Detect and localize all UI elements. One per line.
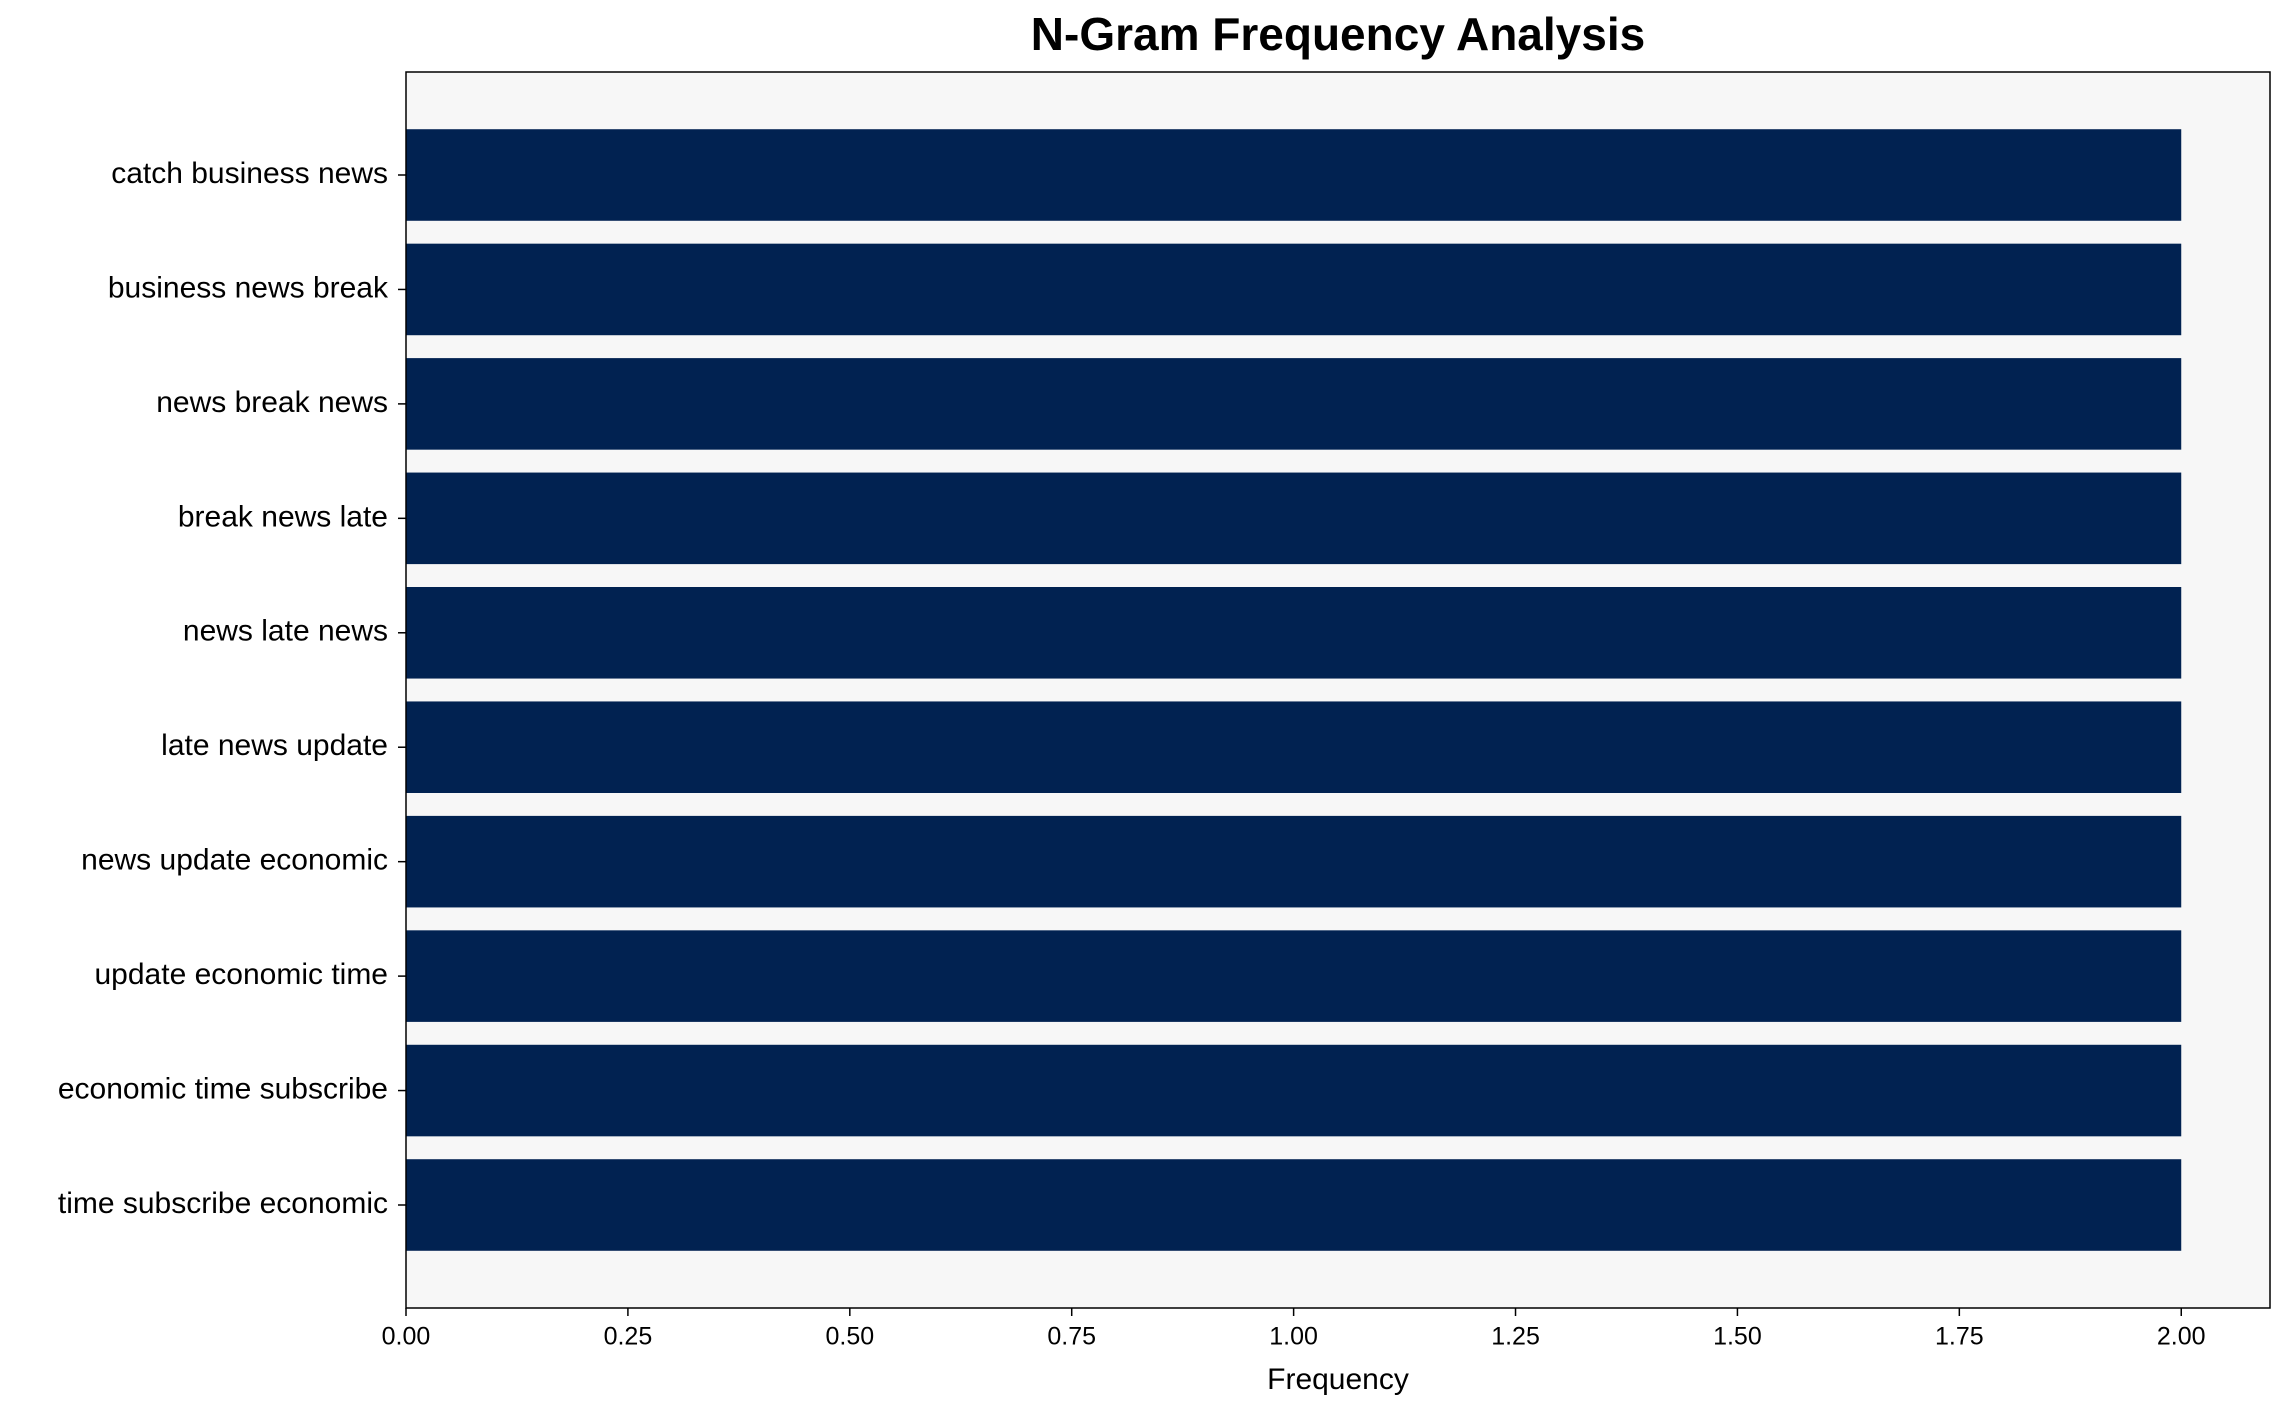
bar	[406, 243, 2182, 336]
bar	[406, 358, 2182, 450]
y-tick-label: news break news	[156, 386, 388, 419]
y-tick-label: update economic time	[95, 958, 389, 991]
x-tick-label: 0.25	[604, 1323, 653, 1351]
x-tick-label: 1.00	[1269, 1323, 1318, 1351]
x-tick-label: 0.00	[382, 1323, 431, 1351]
y-tick-label: economic time subscribe	[58, 1072, 388, 1105]
bar	[406, 129, 2182, 221]
chart-title: N-Gram Frequency Analysis	[1031, 8, 1645, 60]
x-tick-label: 2.00	[2157, 1323, 2206, 1351]
y-tick-label: time subscribe economic	[58, 1187, 388, 1220]
y-tick-label: business news break	[108, 271, 389, 304]
y-tick-label: break news late	[178, 500, 388, 533]
y-tick-label: catch business news	[111, 157, 388, 190]
x-tick-label: 1.75	[1935, 1323, 1984, 1351]
bar	[406, 1159, 2182, 1251]
y-tick-label: news late news	[183, 615, 388, 648]
y-tick-label: late news update	[161, 729, 388, 762]
bar	[406, 472, 2182, 565]
bar	[406, 1044, 2182, 1137]
x-tick-label: 0.50	[825, 1323, 874, 1351]
x-tick-label: 0.75	[1047, 1323, 1096, 1351]
bar	[406, 701, 2182, 793]
plot-frame	[405, 71, 2271, 1309]
x-tick-label: 1.50	[1713, 1323, 1762, 1351]
y-tick-label: news update economic	[81, 844, 388, 877]
bar	[406, 930, 2182, 1022]
x-axis-label: Frequency	[1267, 1363, 1409, 1396]
bar	[406, 815, 2182, 908]
bar	[406, 587, 2182, 679]
x-tick-label: 1.25	[1491, 1323, 1540, 1351]
